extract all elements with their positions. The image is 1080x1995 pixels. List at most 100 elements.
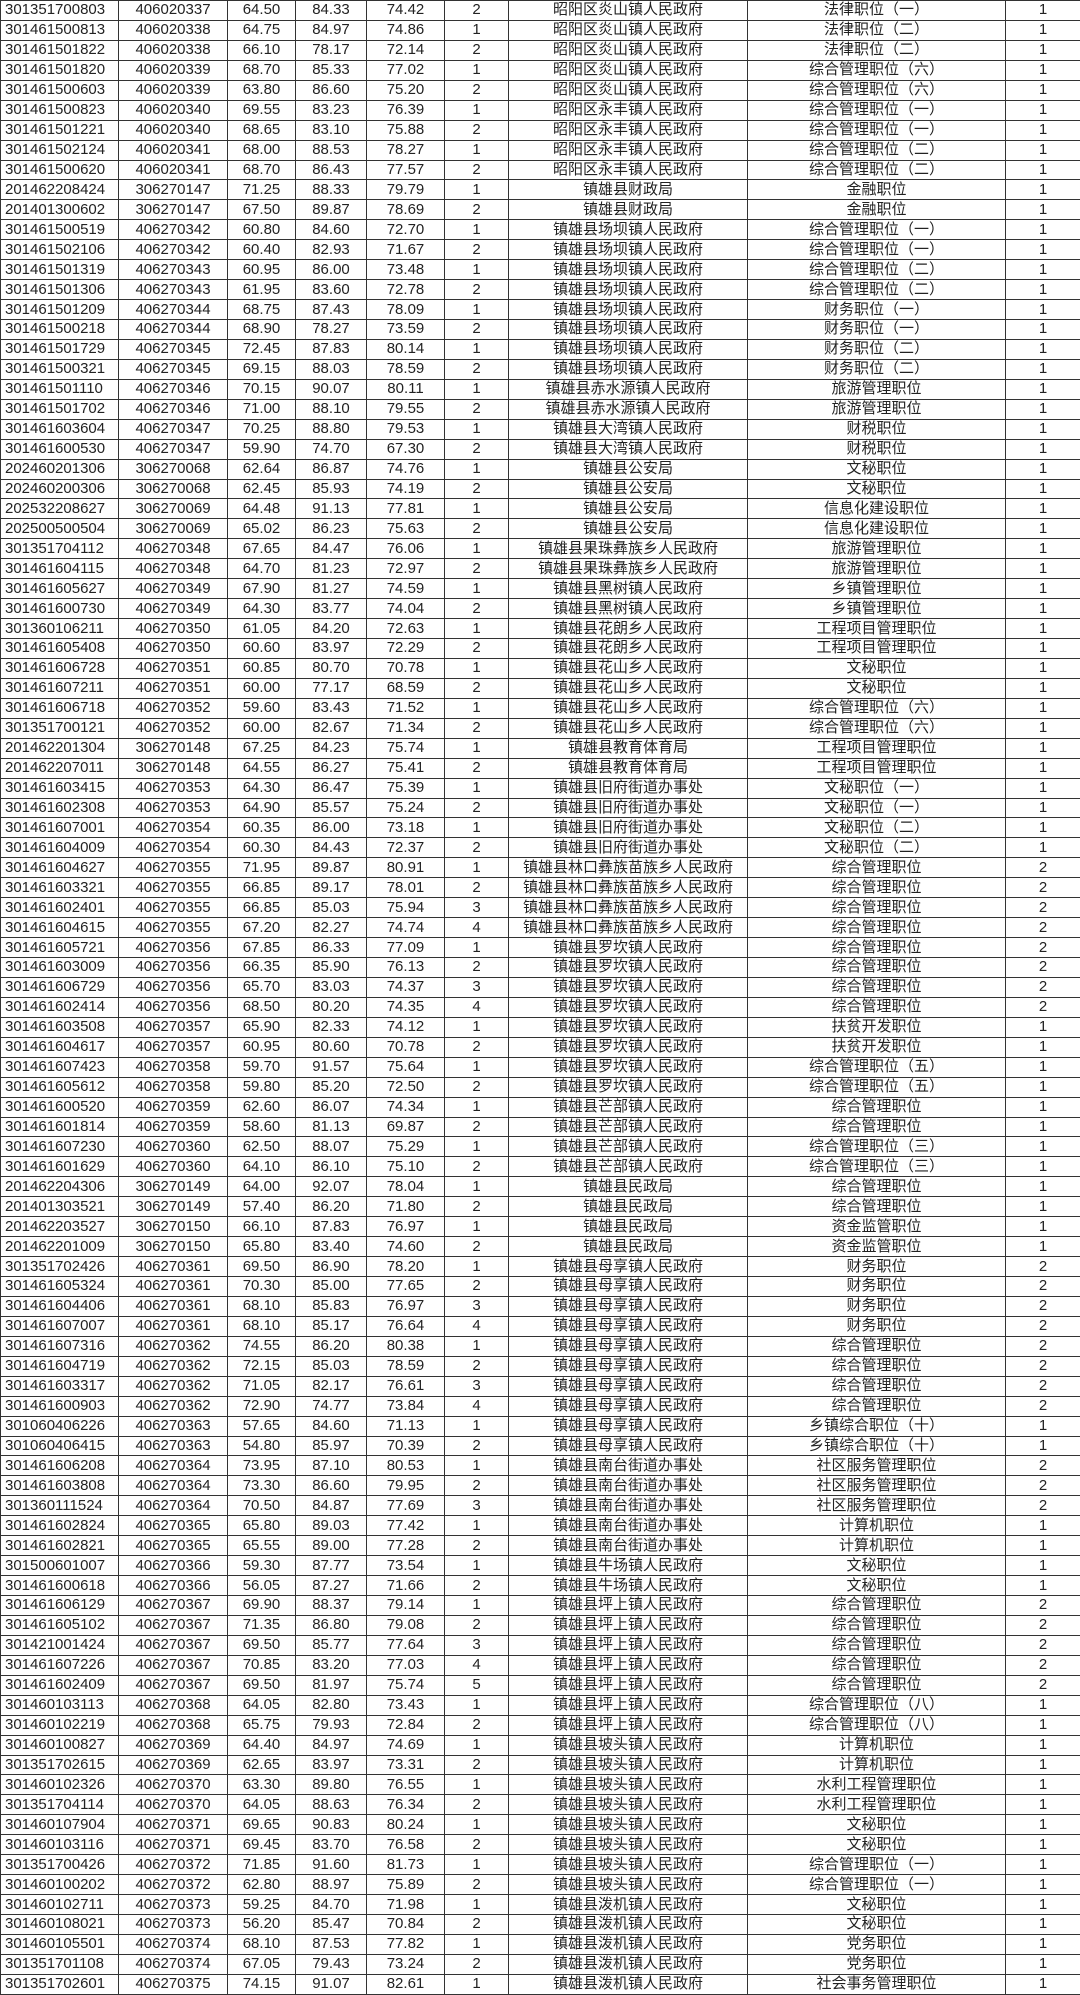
interview-score-cell: 83.60: [296, 280, 367, 300]
total-score-cell: 80.24: [367, 1815, 445, 1835]
rank-cell: 2: [445, 359, 509, 379]
interview-score-cell: 83.77: [296, 599, 367, 619]
position-code-cell: 306270068: [119, 479, 228, 499]
total-score-cell: 75.88: [367, 120, 445, 140]
position-name-cell: 财务职位: [748, 1316, 1006, 1336]
total-score-cell: 75.74: [367, 1675, 445, 1695]
total-score-cell: 78.69: [367, 200, 445, 220]
interview-score-cell: 83.40: [296, 1237, 367, 1257]
interview-score-cell: 77.17: [296, 678, 367, 698]
total-score-cell: 75.29: [367, 1137, 445, 1157]
position-code-cell: 406270366: [119, 1556, 228, 1576]
written-score-cell: 63.80: [228, 80, 296, 100]
interview-score-cell: 85.03: [296, 898, 367, 918]
position-name-cell: 综合管理职位（一）: [748, 1875, 1006, 1895]
hiring-count-cell: 1: [1006, 1017, 1080, 1037]
written-score-cell: 58.60: [228, 1117, 296, 1137]
hiring-count-cell: 1: [1006, 1197, 1080, 1217]
position-name-cell: 综合管理职位（五）: [748, 1077, 1006, 1097]
position-code-cell: 406270355: [119, 878, 228, 898]
position-name-cell: 工程项目管理职位: [748, 619, 1006, 639]
hiring-count-cell: 1: [1006, 280, 1080, 300]
employer-cell: 镇雄县母享镇人民政府: [509, 1436, 748, 1456]
exam-number-cell: 301461606729: [1, 977, 119, 997]
employer-cell: 镇雄县旧府街道办事处: [509, 798, 748, 818]
rank-cell: 1: [445, 1695, 509, 1715]
total-score-cell: 75.63: [367, 519, 445, 539]
total-score-cell: 80.53: [367, 1456, 445, 1476]
position-name-cell: 综合管理职位（五）: [748, 1057, 1006, 1077]
position-code-cell: 406270371: [119, 1815, 228, 1835]
written-score-cell: 72.15: [228, 1356, 296, 1376]
employer-cell: 昭阳区永丰镇人民政府: [509, 100, 748, 120]
written-score-cell: 64.30: [228, 599, 296, 619]
total-score-cell: 70.39: [367, 1436, 445, 1456]
interview-score-cell: 88.07: [296, 1137, 367, 1157]
exam-number-cell: 301461604719: [1, 1356, 119, 1376]
rank-cell: 3: [445, 1296, 509, 1316]
interview-score-cell: 81.27: [296, 579, 367, 599]
written-score-cell: 62.50: [228, 1137, 296, 1157]
rank-cell: 1: [445, 1815, 509, 1835]
hiring-count-cell: 1: [1006, 1157, 1080, 1177]
hiring-count-cell: 2: [1006, 918, 1080, 938]
exam-number-cell: 301461500321: [1, 359, 119, 379]
position-code-cell: 406270348: [119, 539, 228, 559]
position-name-cell: 水利工程管理职位: [748, 1795, 1006, 1815]
position-name-cell: 财税职位: [748, 419, 1006, 439]
hiring-count-cell: 1: [1006, 479, 1080, 499]
interview-score-cell: 85.93: [296, 479, 367, 499]
written-score-cell: 74.55: [228, 1336, 296, 1356]
hiring-count-cell: 1: [1006, 1436, 1080, 1456]
hiring-count-cell: 1: [1006, 1795, 1080, 1815]
exam-number-cell: 301461606129: [1, 1596, 119, 1616]
position-code-cell: 306270147: [119, 180, 228, 200]
written-score-cell: 69.55: [228, 100, 296, 120]
hiring-count-cell: 1: [1006, 140, 1080, 160]
position-name-cell: 社区服务管理职位: [748, 1496, 1006, 1516]
total-score-cell: 74.60: [367, 1237, 445, 1257]
written-score-cell: 64.05: [228, 1795, 296, 1815]
total-score-cell: 72.78: [367, 280, 445, 300]
interview-score-cell: 79.43: [296, 1954, 367, 1974]
position-code-cell: 306270069: [119, 519, 228, 539]
total-score-cell: 70.78: [367, 1037, 445, 1057]
exam-number-cell: 301461603009: [1, 958, 119, 978]
employer-cell: 镇雄县花山乡人民政府: [509, 678, 748, 698]
written-score-cell: 65.70: [228, 977, 296, 997]
employer-cell: 镇雄县民政局: [509, 1197, 748, 1217]
exam-number-cell: 301351702601: [1, 1974, 119, 1994]
exam-number-cell: 301351701108: [1, 1954, 119, 1974]
rank-cell: 1: [445, 1416, 509, 1436]
written-score-cell: 65.02: [228, 519, 296, 539]
interview-score-cell: 85.17: [296, 1316, 367, 1336]
position-name-cell: 乡镇综合职位（十）: [748, 1436, 1006, 1456]
total-score-cell: 75.74: [367, 738, 445, 758]
rank-cell: 1: [445, 858, 509, 878]
position-name-cell: 综合管理职位（三）: [748, 1137, 1006, 1157]
position-name-cell: 财务职位: [748, 1296, 1006, 1316]
rank-cell: 1: [445, 300, 509, 320]
interview-score-cell: 88.37: [296, 1596, 367, 1616]
rank-cell: 2: [445, 1, 509, 21]
position-name-cell: 扶贫开发职位: [748, 1037, 1006, 1057]
employer-cell: 镇雄县牛场镇人民政府: [509, 1556, 748, 1576]
interview-score-cell: 86.07: [296, 1097, 367, 1117]
rank-cell: 2: [445, 320, 509, 340]
exam-number-cell: 301461500813: [1, 20, 119, 40]
hiring-count-cell: 1: [1006, 838, 1080, 858]
position-name-cell: 法律职位（二）: [748, 40, 1006, 60]
position-code-cell: 306270150: [119, 1237, 228, 1257]
written-score-cell: 61.95: [228, 280, 296, 300]
position-code-cell: 406270351: [119, 658, 228, 678]
